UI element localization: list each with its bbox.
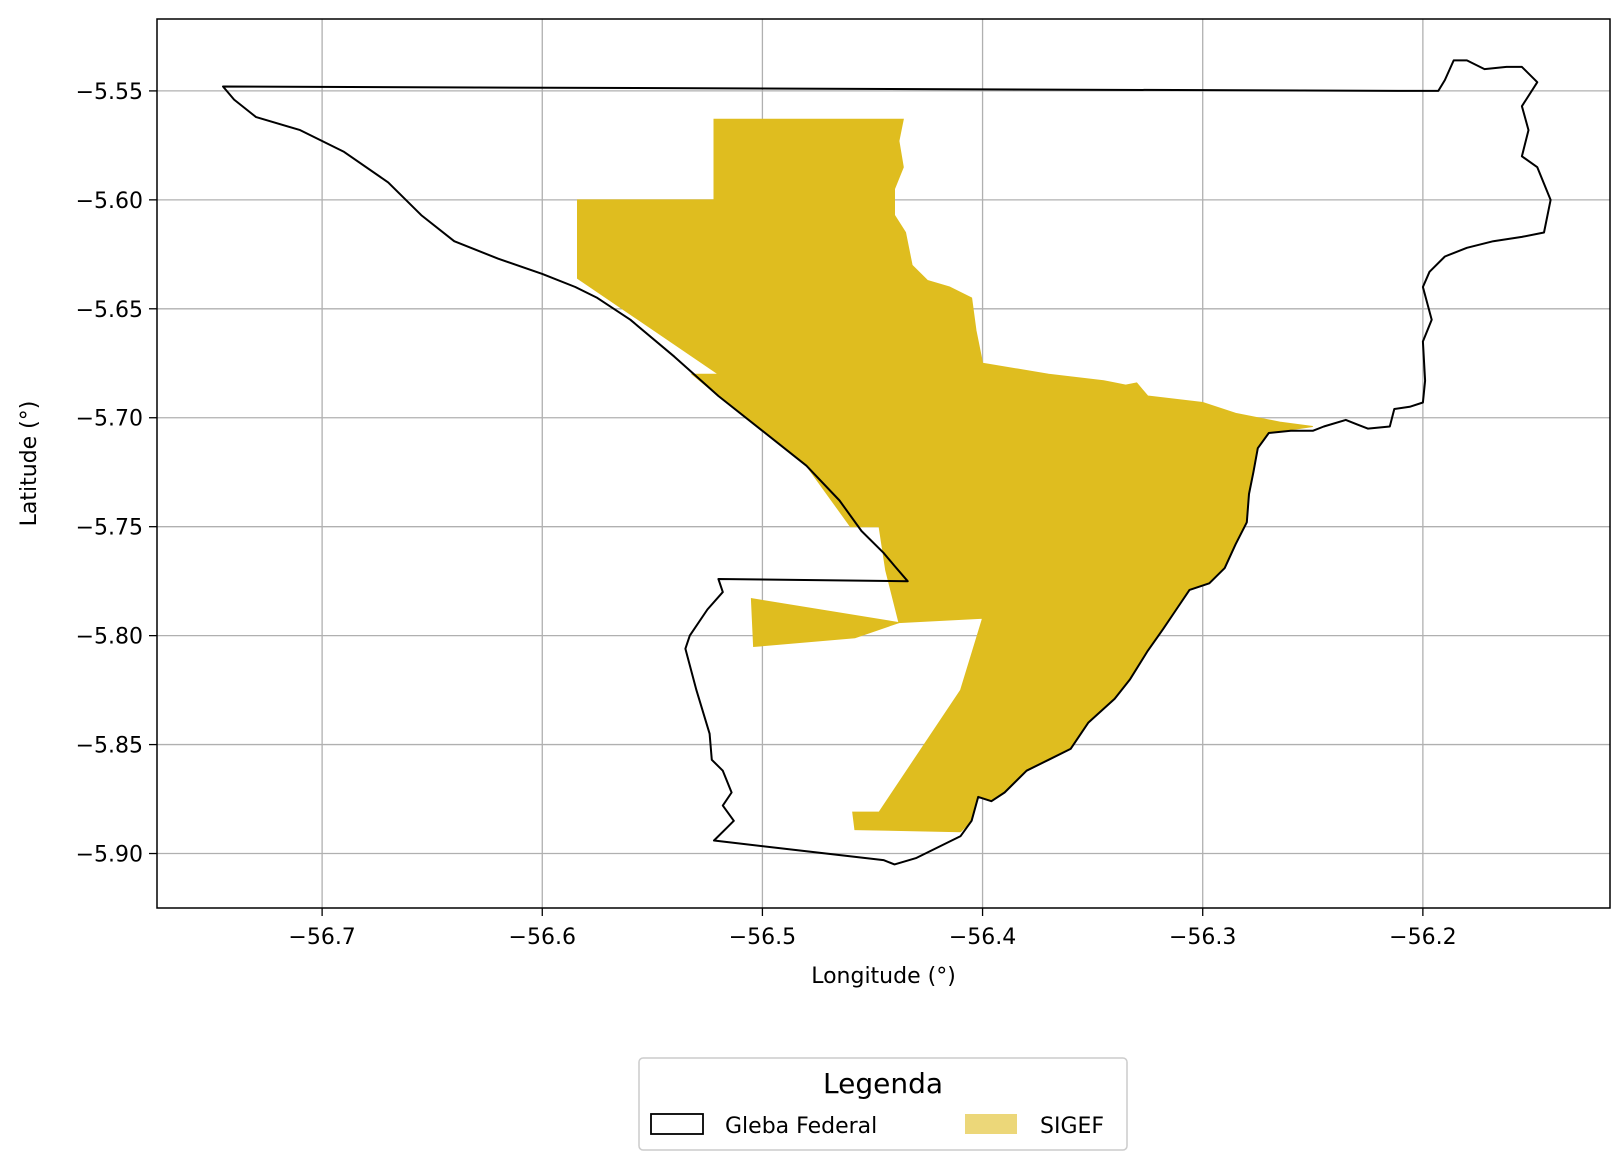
gleba-federal-layer: [222, 59, 1552, 866]
y-tick-label: −5.55: [76, 80, 143, 105]
legend-title: Legenda: [823, 1067, 943, 1100]
plot-frame: [156, 18, 1611, 909]
x-tick-label: −56.5: [729, 925, 796, 950]
grid-lines: [157, 19, 1610, 908]
y-tick-label: −5.80: [76, 625, 143, 650]
legend: Legenda Gleba Federal SIGEF: [638, 1057, 1128, 1151]
y-tick-label: −5.65: [76, 298, 143, 323]
legend-label-gleba: Gleba Federal: [725, 1114, 877, 1139]
y-tick-label: −5.70: [76, 407, 143, 432]
x-tick-label: −56.4: [949, 925, 1016, 950]
x-axis-title: Longitude (°): [811, 964, 956, 989]
x-tick-label: −56.7: [288, 925, 355, 950]
y-axis-title: Latitude (°): [17, 401, 42, 527]
x-tick-label: −56.2: [1389, 925, 1456, 950]
legend-swatch-gleba: [650, 1113, 704, 1135]
legend-label-sigef: SIGEF: [1040, 1114, 1104, 1139]
gleba-federal-outline: [222, 59, 1552, 866]
x-tick-label: −56.6: [509, 925, 576, 950]
sigef-polygon: [750, 598, 900, 648]
legend-swatch-sigef: [965, 1114, 1017, 1134]
y-tick-label: −5.75: [76, 516, 143, 541]
y-tick-label: −5.85: [76, 734, 143, 759]
axis-ticks: −56.7 −56.6 −56.5 −56.4 −56.3 −56.2 −5.55 −5.60…: [76, 80, 1457, 950]
y-tick-label: −5.90: [76, 843, 143, 868]
y-tick-label: −5.60: [76, 189, 143, 214]
x-tick-label: −56.3: [1169, 925, 1236, 950]
